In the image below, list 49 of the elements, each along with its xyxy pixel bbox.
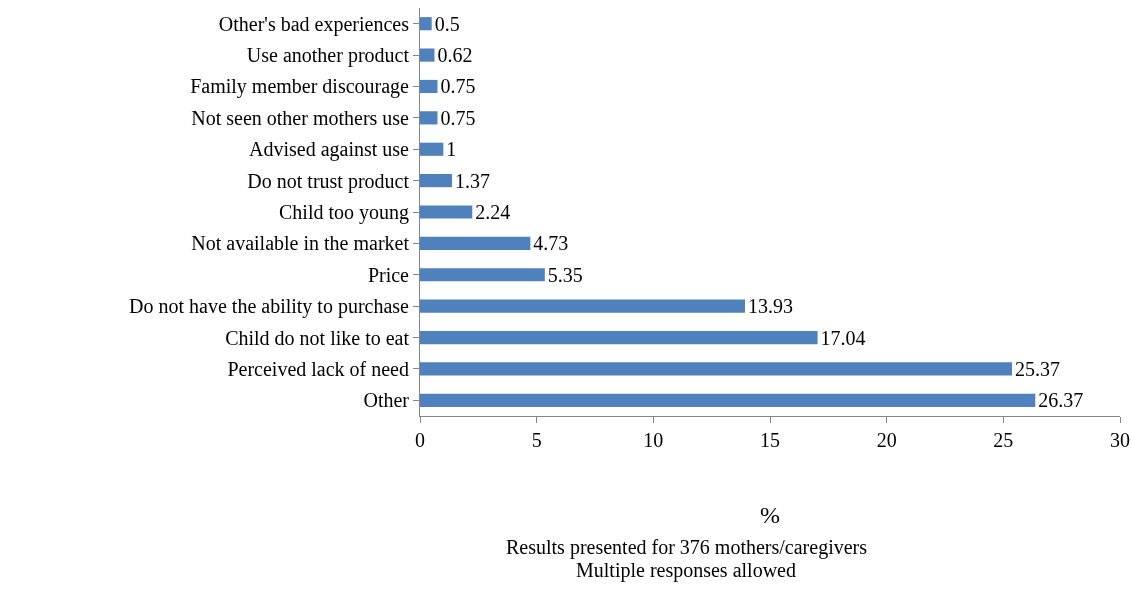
bar	[420, 142, 444, 156]
bar	[420, 330, 818, 345]
data-label: 26.37	[1038, 389, 1084, 412]
bar	[420, 236, 531, 250]
x-tick-label: 20	[876, 429, 897, 451]
bar	[420, 268, 545, 282]
x-tick-label: 25	[993, 429, 1014, 451]
data-label: 2.24	[475, 201, 511, 223]
bar	[420, 299, 746, 313]
y-tick-label: Family member discourage	[190, 75, 410, 99]
y-tick-label: Other	[363, 389, 410, 412]
data-label: 13.93	[748, 295, 794, 318]
y-tick-label: Not seen other mothers use	[191, 106, 410, 129]
data-label: 0.5	[434, 12, 460, 35]
y-tick-label: Advised against use	[249, 138, 410, 162]
data-label: 1.37	[454, 169, 490, 192]
data-label: 0.75	[440, 75, 476, 98]
x-axis-title: %	[760, 502, 780, 529]
text: Results presented for 376 mothers/caregivers	[506, 536, 868, 559]
data-label: 4.73	[533, 232, 569, 255]
bar	[420, 174, 452, 188]
bar	[420, 205, 473, 219]
bar	[420, 393, 1036, 407]
y-tick-label: Do not have the ability to purchase	[129, 295, 410, 319]
bar	[420, 111, 438, 125]
y-tick-label: Other's bad experiences	[218, 12, 410, 36]
data-label: 25.37	[1014, 357, 1060, 380]
y-tick-label: Do not trust product	[247, 169, 410, 193]
bar	[420, 362, 1012, 376]
y-tick-label: Child do not like to eat	[225, 326, 410, 349]
data-label: 1	[446, 138, 457, 161]
data-label: 17.04	[820, 326, 866, 349]
bar	[420, 48, 435, 62]
data-label: 5.35	[547, 263, 583, 286]
bar	[420, 79, 438, 94]
x-tick-label: 5	[531, 429, 542, 451]
x-tick-label: 30	[1110, 429, 1130, 451]
y-tick-label: Use another product	[246, 44, 410, 68]
text: Multiple responses allowed	[576, 559, 796, 582]
y-tick-label: Not available in the market	[191, 232, 410, 255]
x-tick-label: 0	[415, 429, 425, 451]
x-tick-label: 15	[760, 429, 780, 451]
data-label: 0.75	[440, 106, 476, 129]
bar	[420, 17, 432, 31]
y-tick-label: Perceived lack of need	[227, 357, 409, 380]
y-tick-label: Price	[367, 263, 410, 286]
y-tick-label: Child too young	[278, 201, 409, 224]
x-tick-label: 10	[643, 429, 664, 451]
data-label: 0.62	[437, 44, 473, 67]
